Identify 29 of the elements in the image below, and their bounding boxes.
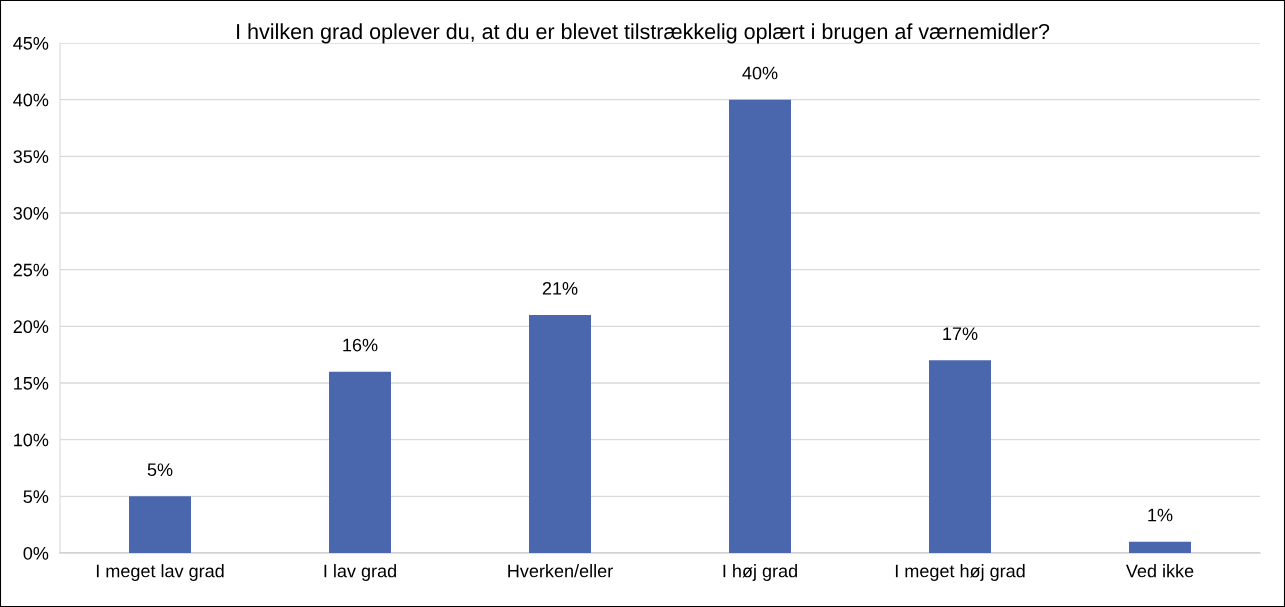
bar — [329, 371, 391, 553]
data-label: 1% — [1148, 508, 1173, 522]
y-tick-label: 25% — [13, 263, 49, 277]
y-tick-label: 40% — [13, 93, 49, 107]
x-tick-label: Ved ikke — [1125, 564, 1194, 578]
y-tick-label: 20% — [13, 320, 49, 334]
bar — [729, 99, 791, 553]
bar — [929, 360, 991, 553]
y-tick-label: 45% — [13, 37, 49, 50]
x-tick-label: I høj grad — [723, 564, 797, 581]
y-tick-label: 0% — [23, 546, 49, 560]
data-label: 17% — [943, 327, 978, 341]
y-tick-label: 35% — [13, 150, 49, 164]
chart-title: I hvilken grad oplever du, at du er blevet tilstrækkelig oplært i brugen af værnemidler? — [237, 23, 1050, 44]
y-tick-label: 30% — [13, 206, 49, 220]
data-label: 40% — [742, 66, 778, 80]
y-tick-label: 10% — [14, 433, 49, 447]
bar — [129, 496, 191, 553]
x-tick-label: I lav grad — [324, 564, 396, 581]
data-label: 5% — [147, 463, 173, 477]
bar — [529, 315, 591, 553]
data-label: 21% — [542, 281, 578, 295]
data-label: 16% — [343, 338, 378, 352]
x-tick-label: I meget lav grad — [96, 564, 224, 581]
bar — [1129, 541, 1191, 553]
y-tick-label: 5% — [23, 490, 49, 504]
x-tick-label: I meget høj grad — [895, 564, 1025, 581]
x-tick-label: Hverken/eller — [508, 564, 613, 578]
y-tick-label: 15% — [14, 377, 49, 390]
